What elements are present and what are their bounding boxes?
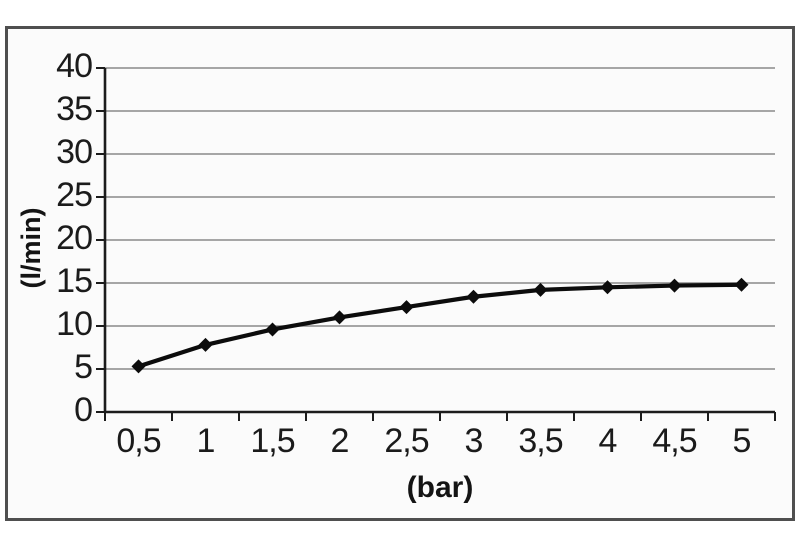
data-point-marker (667, 278, 682, 293)
data-point-marker (399, 300, 414, 315)
series-line (136, 282, 744, 369)
chart-frame (5, 26, 795, 521)
data-point-marker (198, 337, 213, 352)
data-point-marker (734, 277, 749, 292)
data-point-marker (332, 310, 347, 325)
data-point-marker (533, 282, 548, 297)
data-point-marker (131, 359, 146, 374)
data-point-marker (265, 322, 280, 337)
data-point-marker (600, 280, 615, 295)
data-point-marker (466, 289, 481, 304)
